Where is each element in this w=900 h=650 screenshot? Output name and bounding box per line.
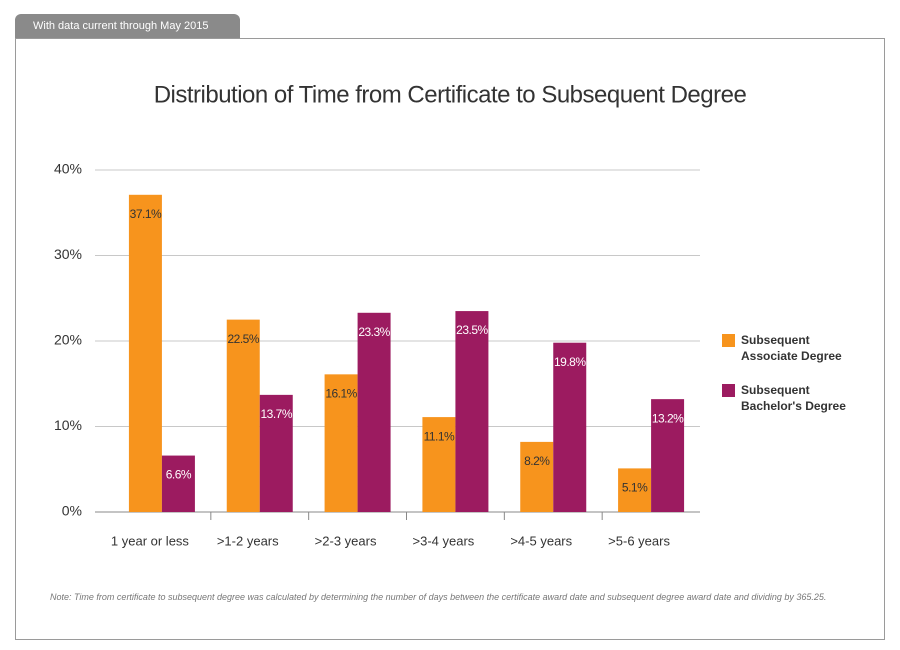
- value-label: 16.1%: [325, 387, 357, 401]
- chart-frame: [15, 38, 885, 640]
- value-label: 23.5%: [456, 323, 488, 337]
- y-tick-label: 0%: [62, 503, 82, 519]
- data-currency-tab: With data current through May 2015: [15, 14, 240, 38]
- bar: [651, 399, 685, 512]
- bar: [455, 311, 489, 512]
- bar: [259, 394, 293, 512]
- x-tick-label: >4-5 years: [510, 533, 572, 548]
- y-tick-label: 30%: [54, 246, 82, 262]
- value-label: 23.3%: [358, 325, 390, 339]
- value-label: 13.7%: [260, 407, 292, 421]
- bar: [357, 312, 391, 512]
- bar: [128, 194, 162, 513]
- y-tick-label: 40%: [54, 161, 82, 177]
- bar: [226, 319, 260, 512]
- x-tick-label: >5-6 years: [608, 533, 670, 548]
- note: Note: Time from certificate to subsequen…: [50, 592, 827, 602]
- value-label: 22.5%: [227, 332, 259, 346]
- bar: [161, 455, 195, 512]
- value-label: 13.2%: [652, 411, 684, 425]
- value-label: 5.1%: [622, 481, 648, 495]
- legend-item: Subsequent Bachelor's Degree: [722, 382, 862, 414]
- chart-title: Distribution of Time from Certificate to…: [154, 81, 747, 108]
- value-label: 6.6%: [166, 468, 192, 482]
- legend-item: Subsequent Associate Degree: [722, 332, 862, 364]
- legend-label: Subsequent Associate Degree: [741, 333, 842, 363]
- x-tick-label: 1 year or less: [111, 533, 190, 548]
- legend-swatch: [722, 384, 735, 397]
- bar: [422, 417, 456, 512]
- x-tick-label: >1-2 years: [217, 533, 279, 548]
- value-label: 37.1%: [130, 207, 162, 221]
- bar: [520, 441, 554, 512]
- x-tick-label: >3-4 years: [413, 533, 475, 548]
- value-label: 19.8%: [554, 355, 586, 369]
- x-tick-label: >2-3 years: [315, 533, 377, 548]
- y-tick-label: 10%: [54, 417, 82, 433]
- bar: [618, 468, 652, 512]
- bar: [324, 374, 358, 512]
- legend-label: Subsequent Bachelor's Degree: [741, 383, 846, 413]
- bar: [553, 342, 587, 512]
- value-label: 8.2%: [524, 454, 550, 468]
- legend-swatch: [722, 334, 735, 347]
- value-label: 11.1%: [424, 429, 455, 443]
- y-tick-label: 20%: [54, 332, 82, 348]
